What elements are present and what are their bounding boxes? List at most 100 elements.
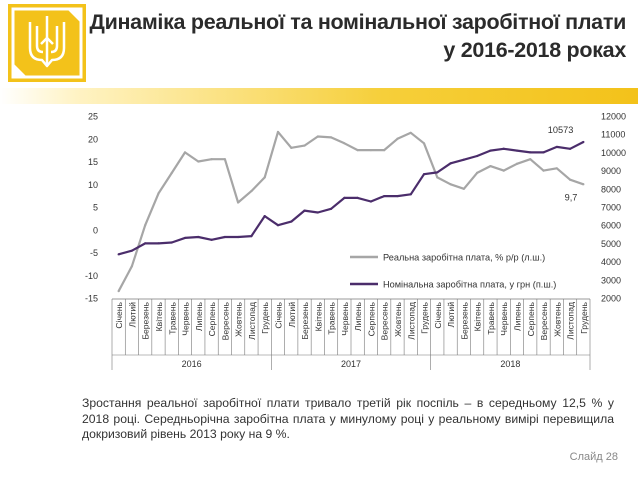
x-tick-label: Серпень bbox=[526, 301, 536, 336]
real-wage-line-point bbox=[555, 167, 558, 170]
nominal-wage-line-point bbox=[396, 194, 399, 198]
real-wage-line-point bbox=[343, 142, 346, 145]
x-tick-label: Червень bbox=[181, 301, 191, 335]
y-left-tick-label: -15 bbox=[85, 294, 98, 304]
real-wage-line-point bbox=[117, 290, 120, 293]
real-wage-line-point bbox=[303, 144, 306, 147]
year-group-label: 2016 bbox=[182, 359, 202, 369]
nominal-wage-line-point bbox=[223, 235, 226, 239]
real-wage-line-point bbox=[130, 265, 134, 268]
wage-dynamics-chart: 25 20 15 10 5 0 -5 -10 -15 12000 11000 10000 9000 800… bbox=[85, 112, 626, 370]
nominal-wage-line-point bbox=[290, 220, 293, 223]
nominal-wage-line-point bbox=[329, 207, 333, 210]
real-wage-line-point bbox=[144, 224, 147, 227]
y-right-tick-label: 4000 bbox=[601, 257, 621, 267]
real-wage-line-point bbox=[276, 130, 280, 134]
real-wage-line-point bbox=[409, 131, 412, 134]
nominal-wage-line-point bbox=[436, 171, 439, 174]
x-tick-label: Квітень bbox=[473, 301, 483, 331]
legend-real-wage-label: Реальна заробітна плата, % р/р (л.ш.) bbox=[383, 253, 545, 263]
nominal-wage-line bbox=[118, 141, 584, 256]
real-wage-line-point bbox=[329, 136, 333, 139]
nominal-wage-line-point bbox=[489, 149, 492, 152]
real-wage-line-point bbox=[170, 171, 173, 174]
y-right-tick-label: 2000 bbox=[601, 294, 621, 304]
x-tick-label: Червень bbox=[499, 301, 509, 335]
x-tick-label: Травень bbox=[486, 301, 496, 334]
nominal-wage-line-point bbox=[568, 147, 572, 150]
nominal-wage-line-point bbox=[157, 242, 160, 245]
real-wage-line-point bbox=[383, 149, 386, 152]
y-right-tick-label: 7000 bbox=[601, 203, 621, 213]
nominal-wage-line-point bbox=[462, 158, 465, 161]
x-tick-label: Березень bbox=[459, 301, 469, 339]
real-wage-line-point bbox=[502, 169, 505, 172]
y-right-tick-label: 6000 bbox=[601, 221, 621, 231]
x-tick-label: Березень bbox=[300, 301, 310, 339]
real-wage-line-point bbox=[263, 176, 266, 179]
real-wage-line-point bbox=[489, 164, 492, 168]
real-wage-line-point bbox=[250, 189, 253, 193]
real-wage-line-point bbox=[449, 183, 452, 186]
annotation-real-last: 9,7 bbox=[565, 192, 578, 202]
nominal-wage-line-point bbox=[383, 194, 386, 198]
y-right-tick-label: 9000 bbox=[601, 166, 621, 176]
y-left-tick-label: 25 bbox=[88, 112, 98, 122]
real-wage-line-point bbox=[356, 149, 359, 152]
x-tick-label: Грудень bbox=[260, 301, 270, 333]
real-wage-line-point bbox=[157, 192, 160, 195]
summary-text: Зростання реальної заробітної плати трив… bbox=[82, 396, 614, 441]
y-right-tick-label: 8000 bbox=[601, 184, 621, 194]
nominal-wage-line-point bbox=[449, 162, 452, 165]
x-tick-label: Березень bbox=[141, 301, 151, 339]
x-tick-label: Січень bbox=[273, 301, 283, 328]
nominal-wage-line-point bbox=[502, 147, 505, 150]
nominal-wage-line-point bbox=[542, 151, 545, 154]
real-wage-line-point bbox=[316, 135, 319, 138]
x-tick-label: Травень bbox=[167, 301, 177, 334]
real-wage-line-point bbox=[582, 183, 585, 186]
x-tick-label: Травень bbox=[327, 301, 337, 334]
y-right-tick-label: 5000 bbox=[601, 239, 621, 249]
x-tick-label: Квітень bbox=[313, 301, 323, 331]
x-tick-label: Вересень bbox=[539, 301, 549, 340]
real-wage-line bbox=[117, 130, 584, 292]
annotation-nominal-last: 10573 bbox=[548, 125, 574, 135]
y-right-tick-label: 10000 bbox=[601, 148, 626, 158]
y-right-tick-label: 11000 bbox=[601, 130, 625, 140]
real-wage-line-point bbox=[369, 149, 373, 152]
nominal-wage-line-point bbox=[343, 196, 346, 199]
real-wage-line-point bbox=[542, 169, 545, 172]
year-group-label: 2017 bbox=[341, 359, 361, 369]
y-left-tick-label: 20 bbox=[88, 134, 98, 144]
nominal-wage-line-point bbox=[582, 140, 585, 144]
nominal-wage-line-point bbox=[250, 235, 253, 238]
x-tick-label: Вересень bbox=[220, 301, 230, 340]
real-wage-line-point bbox=[476, 171, 479, 174]
slide-number: Слайд 28 bbox=[569, 451, 618, 463]
legend-nominal-wage-label: Номінальна заробітна плата, у грн (п.ш.) bbox=[383, 280, 556, 290]
x-tick-label: Липень bbox=[194, 301, 204, 331]
x-tick-label: Липень bbox=[353, 301, 363, 331]
y-right-tick-label: 3000 bbox=[601, 275, 621, 285]
y-right-tick-label: 12000 bbox=[601, 112, 626, 122]
x-tick-label: Січень bbox=[114, 301, 124, 328]
nominal-wage-line-point bbox=[130, 249, 134, 252]
nominal-wage-line-point bbox=[170, 241, 173, 244]
nominal-wage-line-point bbox=[197, 235, 200, 239]
real-wage-line-point bbox=[290, 146, 293, 149]
nominal-wage-line-point bbox=[263, 215, 266, 218]
x-tick-label: Жовтень bbox=[552, 301, 562, 336]
x-tick-label: Червень bbox=[340, 301, 350, 335]
x-tick-label: Грудень bbox=[579, 301, 589, 333]
nominal-wage-line-point bbox=[276, 224, 280, 227]
x-tick-label: Лютий bbox=[446, 302, 456, 328]
coat-of-arms-logo bbox=[8, 4, 86, 82]
nominal-wage-line-point bbox=[316, 211, 319, 214]
nominal-wage-line-point bbox=[555, 145, 558, 149]
real-wage-line-point bbox=[223, 158, 226, 161]
year-group-label: 2018 bbox=[500, 359, 520, 369]
nominal-wage-line-point bbox=[515, 149, 519, 152]
x-tick-label: Січень bbox=[433, 301, 443, 328]
page-subtitle: у 2016-2018 роках bbox=[443, 38, 626, 62]
